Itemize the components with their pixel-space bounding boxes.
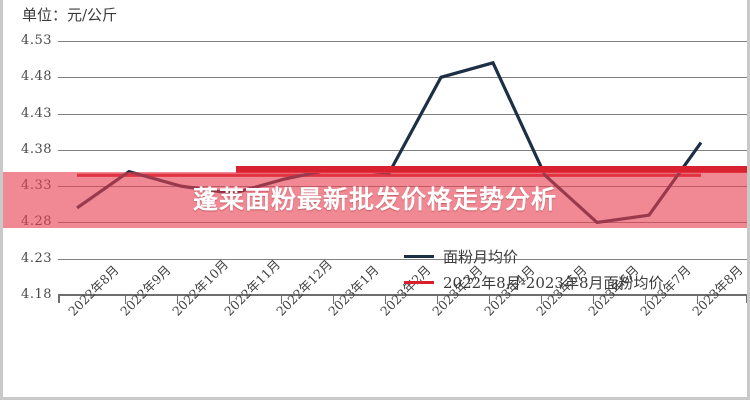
y-axis-tick-label: 4.43 — [21, 105, 52, 121]
legend-color-swatch — [404, 254, 434, 258]
banner-accent-strip — [236, 166, 750, 173]
x-axis-tick — [697, 296, 698, 304]
gridline — [58, 77, 748, 79]
legend-item[interactable]: 2022年8月-2023年8月面粉均价 — [404, 269, 724, 295]
x-axis — [58, 294, 748, 304]
x-axis-tick — [489, 296, 490, 304]
x-axis-tick — [125, 296, 126, 304]
x-axis-tick — [645, 296, 646, 304]
legend-item-label: 面粉月均价 — [443, 247, 519, 266]
y-axis-tick-label: 4.38 — [21, 141, 52, 157]
x-axis-tick — [385, 296, 386, 304]
x-axis-tick — [177, 296, 178, 304]
gridline — [58, 41, 748, 42]
x-axis-tick — [281, 296, 282, 304]
legend-item-label: 2022年8月-2023年8月面粉均价 — [443, 273, 664, 292]
x-axis-tick — [437, 296, 438, 304]
y-axis-unit-label: 单位：元/公斤 — [22, 6, 118, 24]
x-axis-tick — [593, 296, 594, 304]
x-axis-tick — [333, 296, 334, 304]
title-banner — [0, 172, 750, 228]
y-axis-tick-label: 4.53 — [21, 33, 52, 48]
y-axis-tick-label: 4.18 — [21, 287, 52, 302]
chart-title: 蓬莱面粉最新批发价格走势分析 — [192, 185, 557, 214]
x-axis-tick — [541, 296, 542, 304]
y-axis-tick-label: 4.23 — [21, 250, 52, 266]
chart-legend: 面粉月均价 2022年8月-2023年8月面粉均价 — [404, 243, 724, 295]
x-axis-tick — [229, 296, 230, 304]
gridline — [58, 258, 748, 260]
gridline — [58, 113, 748, 115]
y-axis-tick-label: 4.48 — [21, 69, 52, 85]
legend-item[interactable]: 面粉月均价 — [404, 243, 724, 269]
legend-color-swatch — [404, 280, 434, 284]
